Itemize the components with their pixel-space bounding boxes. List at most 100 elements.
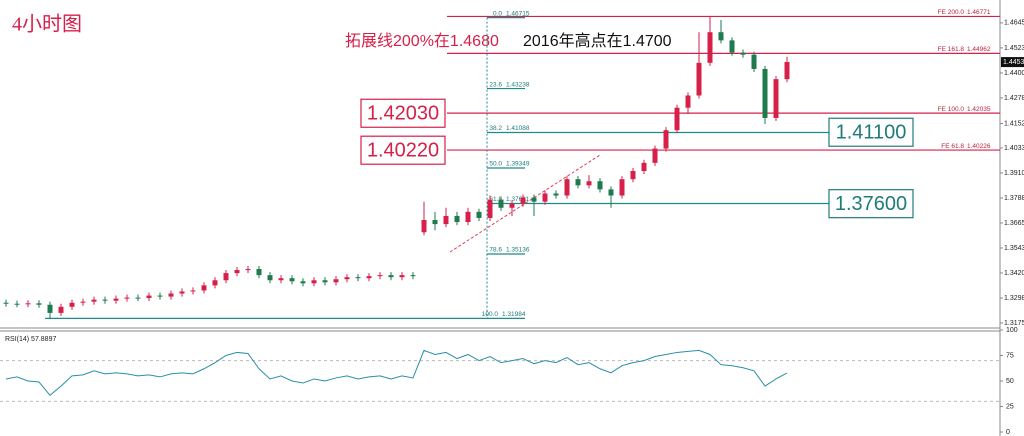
price-box [828,189,914,219]
y-tick-label: 1.35430 [1004,245,1024,252]
candle-body [80,301,86,303]
fib-price: 1.35136 [506,247,530,254]
candle-body [476,211,482,218]
candle-body [157,295,163,297]
candle-body [443,215,449,225]
candle-body [245,269,251,271]
candle-body [366,276,372,279]
candle-body [91,299,97,302]
fib-level: 38.2 [489,125,502,132]
fe-level: FE 100.0 [938,106,965,113]
rsi-tick-label: 50 [1006,378,1014,385]
y-tick-label: 1.37880 [1004,195,1024,202]
y-tick-label: 1.39105 [1004,170,1024,177]
candle-body [597,181,603,190]
candle-body [696,62,702,96]
fe-level: FE 200.0 [938,9,965,16]
candle-body [311,280,317,284]
fib-price: 1.43238 [506,81,530,88]
candle-body [14,303,20,305]
candle-body [542,193,548,202]
price-box-label: 1.42030 [367,103,439,125]
candle-body [146,295,152,299]
fib-price: 1.37611 [506,196,529,203]
candle-body [421,220,427,233]
candle-body [25,303,31,305]
candle-body [531,197,537,202]
fib-level: 78.6 [489,247,502,254]
candle-body [553,193,559,196]
candle-body [498,199,504,208]
fib-level: 61.8 [489,196,502,203]
annotation: 拓展线200%在1.4680 [345,32,499,50]
price-box-label: 1.40220 [367,139,439,161]
candle-body [784,62,790,80]
price-box [360,135,446,165]
rsi-tick-label: 0 [1006,429,1010,436]
candle-body [3,302,9,304]
price-box-label: 1.37600 [835,193,907,215]
candle-body [201,285,207,291]
candle-body [652,148,658,163]
candle-body [608,189,614,196]
candle-body [520,197,526,204]
price-box [360,98,446,128]
candle-body [685,95,691,108]
y-tick-label: 1.41525 [1004,120,1024,127]
candle-body [718,32,724,41]
y-tick-label: 1.36655 [1004,220,1024,227]
candle-body [333,279,339,283]
y-tick-label: 1.42780 [1004,95,1024,102]
candle-body [586,181,592,186]
candle-body [58,306,64,313]
chart-title: 4小时图 [12,13,82,36]
fib-price: 1.39349 [506,161,530,168]
candle-body [212,280,218,286]
price-box [828,117,914,147]
fe-level: FE 61.8 [941,143,964,150]
candle-body [564,179,570,196]
candle-body [135,297,141,299]
fe-price: 1.40226 [967,143,991,150]
candle-body [355,277,361,279]
candle-body [278,278,284,281]
candle-body [124,297,130,299]
candle-body [465,211,471,223]
candle-body [168,293,174,297]
candle-body [234,270,240,274]
fe-price: 1.42035 [967,106,991,113]
candle-body [322,280,328,283]
candle-body [773,79,779,118]
candle-body [575,179,581,186]
rsi-tick-label: 100 [1006,327,1018,334]
candle-body [267,275,273,281]
fib-level: 23.6 [489,81,502,88]
candle-body [619,179,625,196]
fe-price: 1.44962 [967,46,991,53]
candle-body [740,52,746,55]
annotation: 2016年高点在1.4700 [523,32,672,50]
fib-level: 100.0 [482,311,499,318]
candle-body [410,275,416,277]
candle-body [762,68,768,118]
candle-body [399,275,405,278]
candle-body [113,298,119,301]
y-tick-label: 1.44000 [1004,70,1024,77]
candle-body [377,275,383,277]
rsi-label: RSI(14) 57.8897 [5,336,56,343]
fib-price: 1.41088 [506,125,530,132]
candle-body [674,107,680,131]
candle-body [641,162,647,172]
rsi-line [5,349,788,396]
rsi-tick-label: 75 [1006,352,1014,359]
rsi-tick-label: 25 [1006,403,1014,410]
candle-body [344,277,350,280]
candle-body [707,32,713,63]
candle-body [69,302,75,307]
candle-body [487,199,493,218]
price-box-label: 1.41100 [836,122,907,144]
candle-body [432,220,438,225]
candle-body [630,171,636,180]
candle-body [289,278,295,282]
